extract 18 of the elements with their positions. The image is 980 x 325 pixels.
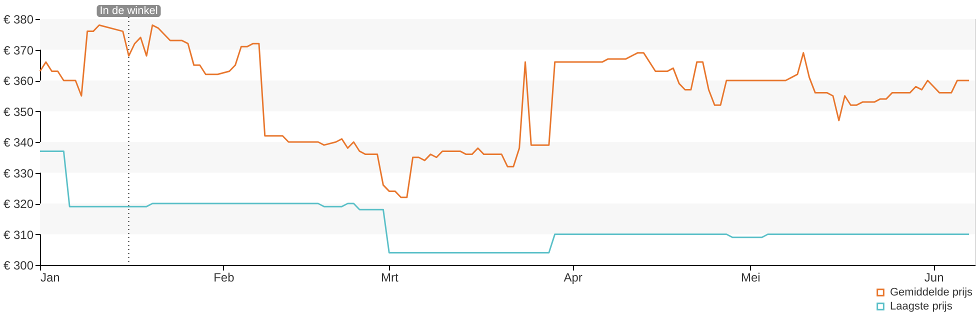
y-tick-label: € 320: [3, 197, 34, 211]
y-tick-label: € 310: [3, 228, 34, 242]
x-tick-label: Mei: [740, 270, 760, 284]
y-tick-label: € 340: [3, 136, 34, 150]
x-tick-label: Feb: [214, 270, 235, 284]
y-tick-label: € 380: [3, 12, 34, 26]
y-tick-label: € 350: [3, 104, 34, 119]
legend-label: Gemiddelde prijs: [890, 286, 974, 298]
y-tick-label: € 330: [3, 166, 34, 180]
x-tick-label: Jan: [40, 270, 60, 284]
x-tick-label: Jun: [924, 270, 944, 284]
y-tick-label: € 370: [3, 43, 34, 58]
y-tick-label: € 360: [3, 74, 34, 88]
x-tick-label: Mrt: [380, 270, 399, 284]
ref-line-label: In de winkel: [100, 5, 158, 17]
x-tick-label: Apr: [564, 270, 582, 284]
legend-label: Laagste prijs: [890, 300, 953, 312]
y-tick-label: € 300: [3, 258, 34, 272]
